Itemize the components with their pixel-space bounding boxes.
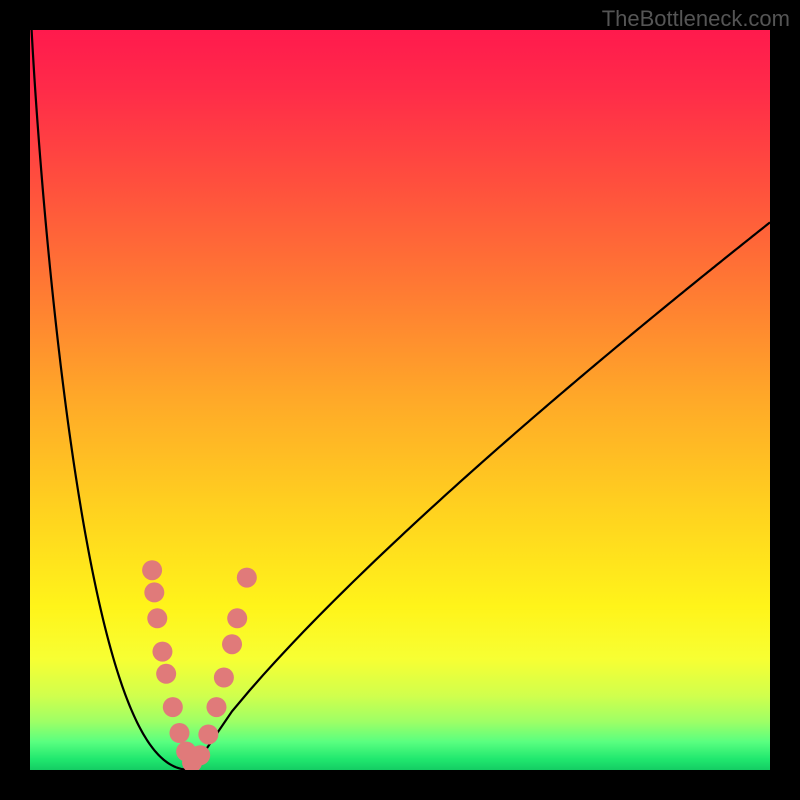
- chart-stage: TheBottleneck.com: [0, 0, 800, 800]
- marker-dot: [152, 642, 172, 662]
- marker-dot: [214, 668, 234, 688]
- marker-dot: [190, 745, 210, 765]
- marker-dot: [163, 697, 183, 717]
- marker-dot: [156, 664, 176, 684]
- marker-dot: [206, 697, 226, 717]
- chart-svg: [0, 0, 800, 800]
- attribution-label: TheBottleneck.com: [602, 6, 790, 32]
- plot-area: [30, 30, 770, 770]
- marker-dot: [147, 608, 167, 628]
- marker-dot: [142, 560, 162, 580]
- marker-dot: [237, 568, 257, 588]
- marker-dot: [227, 608, 247, 628]
- marker-dot: [144, 582, 164, 602]
- marker-dot: [222, 634, 242, 654]
- marker-dot: [169, 723, 189, 743]
- marker-dot: [198, 724, 218, 744]
